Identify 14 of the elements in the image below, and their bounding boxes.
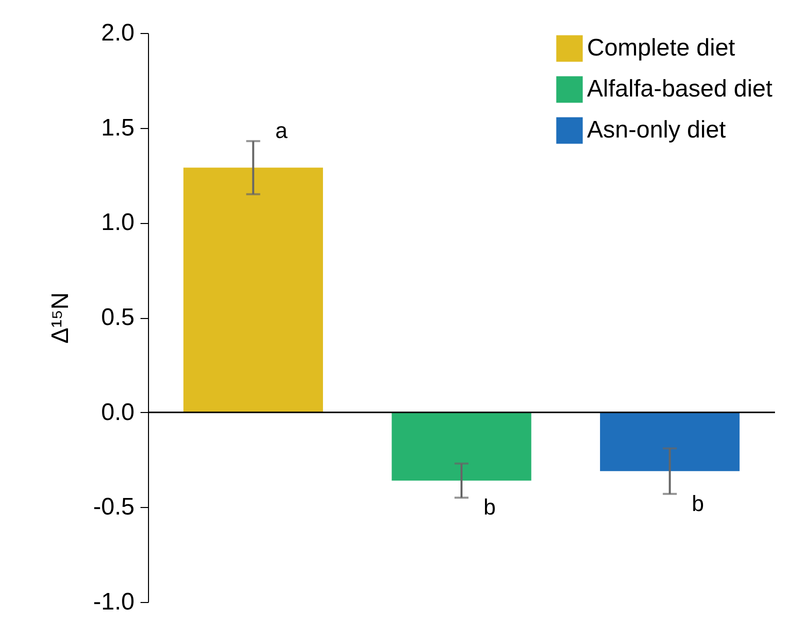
y-tick-label: 1.0 [101, 209, 134, 236]
y-tick-label: -0.5 [93, 494, 134, 521]
y-axis-title: Δ¹⁵N [47, 292, 74, 344]
y-tick-label: 0.5 [101, 304, 134, 331]
y-tick-label: 0.0 [101, 398, 134, 426]
data-label: a [275, 118, 288, 144]
legend-label: Complete diet [587, 34, 736, 62]
data-label: b [692, 490, 704, 516]
legend-label: Asn-only diet [587, 116, 726, 144]
data-label: b [484, 494, 496, 520]
legend-label: Alfalfa-based diet [587, 76, 773, 102]
y-tick-label: 1.5 [101, 114, 134, 142]
y-tick-label: 2.0 [101, 20, 134, 46]
y-tick-label: -1.0 [93, 588, 134, 616]
